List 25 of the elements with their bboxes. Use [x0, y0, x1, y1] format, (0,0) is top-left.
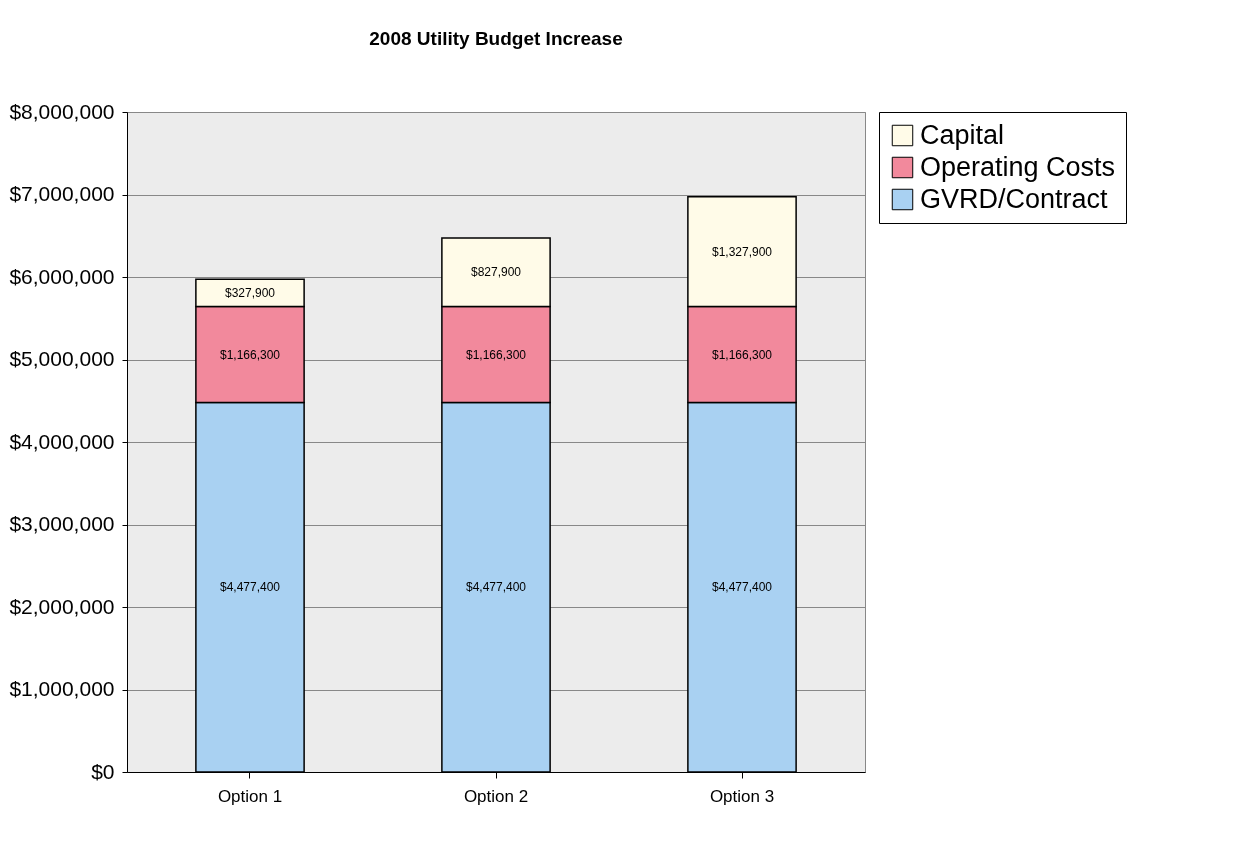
data-label: $827,900 — [470, 265, 522, 280]
legend-label: Capital — [920, 119, 1005, 150]
data-label: $1,166,300 — [219, 347, 281, 362]
x-tick-label: Option 3 — [709, 786, 775, 806]
y-tick-label: $2,000,000 — [9, 594, 115, 618]
data-label: $1,166,300 — [711, 347, 773, 362]
data-label: $1,166,300 — [465, 347, 527, 362]
y-tick-label: $1,000,000 — [9, 677, 115, 700]
y-tick-label: $6,000,000 — [9, 264, 115, 288]
y-tick-label: $3,000,000 — [9, 512, 115, 535]
y-tick-label: $8,000,000 — [9, 99, 115, 123]
x-tick-label: Option 1 — [217, 786, 283, 806]
data-label: $4,477,400 — [711, 580, 773, 595]
legend-label: GVRD/Contract — [920, 183, 1109, 214]
y-tick-label: $4,000,000 — [9, 429, 115, 453]
y-tick-label: $5,000,000 — [9, 347, 115, 370]
chart-title: 2008 Utility Budget Increase — [369, 28, 623, 49]
x-tick-label: Option 2 — [463, 786, 529, 806]
y-tick-label: $7,000,000 — [9, 182, 115, 205]
legend-label: Operating Costs — [920, 151, 1116, 182]
data-label: $1,327,900 — [711, 244, 773, 259]
data-label: $4,477,400 — [465, 580, 527, 595]
y-tick-label: $0 — [91, 759, 115, 783]
data-label: $327,900 — [224, 285, 276, 300]
data-label: $4,477,400 — [219, 580, 281, 595]
